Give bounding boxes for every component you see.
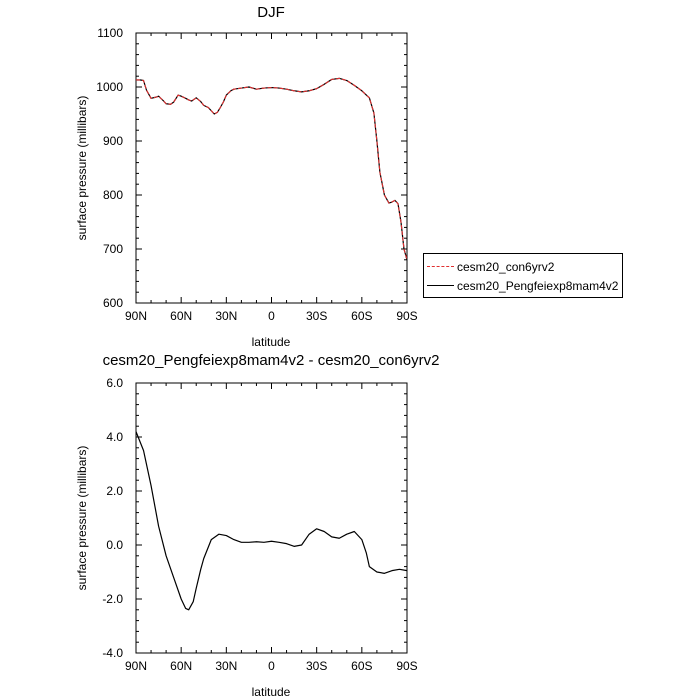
legend-label-series-0: cesm20_con6yrv2 [457,260,555,274]
chart1-xtick-label: 90S [396,309,417,323]
chart2-ytick-label: 2.0 [106,484,123,498]
legend-item-series-1: cesm20_Pengfeiexp8mam4v2 [424,277,622,295]
chart2-ytick-label: -4.0 [102,646,123,660]
chart1-ytick-label: 800 [103,188,123,202]
chart1-ytick-label: 600 [103,296,123,310]
chart1-ytick-label: 700 [103,242,123,256]
chart1-series-group [136,77,408,260]
chart2-xtick-label: 90N [125,659,147,673]
chart2-xtick-label: 60S [351,659,372,673]
chart1-ticks: 90N 60N 30N 0 30S 60S 90S 600 700 800 900 1000 1100 [96,26,417,323]
chart2-xtick-label: 30N [215,659,237,673]
chart2-ytick-label: 4.0 [106,430,123,444]
chart1-plot-frame [135,32,408,304]
chart1-xtick-label: 90N [125,309,147,323]
chart2-xlabel: latitude [252,685,291,699]
chart1-ytick-label: 900 [103,134,123,148]
chart2-xtick-label: 60N [170,659,192,673]
chart1-series-line-1 [136,77,408,260]
chart1-legend: cesm20_con6yrv2 cesm20_Pengfeiexp8mam4v2 [423,253,623,298]
chart2-ytick-label: 6.0 [106,376,123,390]
chart2-xtick-label: 90S [396,659,417,673]
chart1-series-line-0 [136,77,408,260]
legend-swatch-series-0 [427,266,454,267]
chart2-xtick-label: 30S [306,659,327,673]
chart2-series-line-0 [135,431,408,611]
chart2-ticks: 90N 60N 30N 0 30S 60S 90S -4.0 -2.0 0.0 2.0 4.0 6.0 [102,376,417,673]
chart1-xtick-label: 30N [215,309,237,323]
chart2-ytick-label: -2.0 [102,592,123,606]
chart1-xtick-label: 30S [306,309,327,323]
chart1-xtick-label: 60N [170,309,192,323]
chart2-xtick-label: 0 [268,659,275,673]
chart1-xlabel: latitude [252,335,291,349]
legend-label-series-1: cesm20_Pengfeiexp8mam4v2 [457,279,619,293]
legend-item-series-0: cesm20_con6yrv2 [424,258,622,276]
chart2-plot-frame [135,382,408,654]
chart2-ytick-label: 0.0 [106,538,123,552]
chart2-title: cesm20_Pengfeiexp8mam4v2 - cesm20_con6yr… [103,352,440,369]
chart1-xtick-label: 0 [268,309,275,323]
chart2-series-group [135,431,408,611]
chart1-xtick-label: 60S [351,309,372,323]
chart1-ytick-label: 1100 [97,26,123,40]
chart2-ylabel: surface pressure (millibars) [75,446,89,591]
chart1-ytick-label: 1000 [96,80,123,94]
chart1-ylabel: surface pressure (millibars) [75,96,89,241]
chart1-title: DJF [257,4,285,21]
legend-swatch-series-1 [427,285,454,286]
